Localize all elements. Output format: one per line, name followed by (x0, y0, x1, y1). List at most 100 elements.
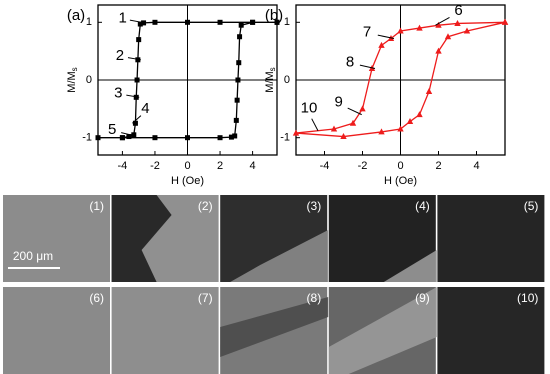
annotation-arrow (311, 118, 319, 132)
annotation-label: 4 (141, 100, 149, 117)
image-label: (3) (307, 199, 322, 213)
annotation-arrow (347, 107, 362, 116)
image-panel: (4) (328, 195, 437, 282)
annotation-label: 3 (114, 84, 122, 101)
image-label: (6) (89, 291, 104, 305)
panel-label: (a) (67, 7, 85, 24)
marker (235, 77, 241, 83)
image-background (111, 287, 219, 374)
marker (95, 135, 101, 141)
image-domain (383, 250, 437, 282)
marker (406, 118, 414, 125)
annotation-arrow (435, 17, 450, 26)
image-panel: (6) (3, 287, 110, 374)
image-panel: (7) (111, 287, 219, 374)
marker (237, 34, 243, 40)
annotation-label: 9 (335, 94, 343, 111)
marker (425, 88, 433, 95)
x-tick-label: 2 (435, 160, 441, 172)
x-tick-label: -2 (150, 160, 160, 172)
marker (135, 57, 141, 63)
image-domain (230, 195, 329, 282)
image-background (3, 287, 110, 374)
x-axis-label: H (Oe) (384, 175, 417, 187)
marker (463, 27, 471, 34)
y-axis-label: M/Ms (66, 67, 79, 92)
image-label: (2) (198, 199, 213, 213)
y-axis-label-main: M/M (264, 71, 276, 92)
annotation-arrow (126, 94, 140, 98)
marker (378, 128, 385, 135)
annotation-label: 2 (116, 47, 124, 64)
y-axis-label-sub: s (268, 67, 277, 71)
annotation-label: 10 (301, 100, 318, 117)
annotation-label: 1 (119, 9, 127, 26)
annotation-label: 7 (363, 23, 371, 40)
marker (137, 21, 143, 27)
marker (416, 111, 423, 118)
marker (454, 19, 461, 26)
marker (234, 97, 240, 103)
marker (119, 135, 125, 141)
marker (435, 21, 442, 28)
marker (133, 94, 139, 100)
y-tick-label: -1 (280, 132, 290, 144)
panel-label: (b) (265, 7, 283, 24)
marker (217, 19, 223, 25)
image-background (437, 195, 545, 282)
x-tick-label: 4 (250, 160, 256, 172)
marker (141, 20, 147, 26)
y-tick-label: -1 (82, 132, 92, 144)
marker (435, 47, 442, 54)
annotation-arrow (127, 57, 141, 61)
marker (250, 19, 256, 25)
marker (236, 60, 242, 66)
marker (232, 133, 238, 139)
image-label: (8) (307, 291, 322, 305)
marker (349, 119, 357, 126)
y-axis-label-sub: s (70, 67, 79, 71)
marker (359, 105, 366, 112)
marker (330, 125, 338, 132)
x-tick-label: -4 (118, 160, 128, 172)
image-label: (10) (517, 291, 538, 305)
x-tick-label: -4 (320, 160, 330, 172)
y-tick-label: 1 (86, 16, 92, 28)
marker (185, 19, 190, 25)
marker (340, 133, 347, 140)
image-panel: (2) (111, 195, 219, 282)
x-tick-label: 2 (217, 160, 223, 172)
marker (501, 18, 509, 25)
x-tick-label: 4 (473, 160, 479, 172)
marker (228, 134, 234, 140)
annotation-arrow (121, 132, 136, 137)
marker (134, 77, 140, 83)
y-axis-label-main: M/M (66, 71, 78, 92)
y-tick-label: 1 (284, 16, 290, 28)
image-domain (328, 287, 437, 374)
loop-line (295, 21, 506, 138)
image-label: (9) (415, 291, 430, 305)
image-domain (111, 195, 172, 282)
marker (292, 129, 300, 136)
x-tick-label: 0 (397, 160, 403, 172)
image-panel: (10) (437, 287, 545, 374)
x-tick-label: -2 (358, 160, 368, 172)
annotation-label: 8 (346, 53, 354, 70)
marker (131, 132, 137, 138)
marker (397, 27, 404, 34)
image-label: (4) (415, 199, 430, 213)
marker (132, 120, 138, 126)
marker (416, 24, 423, 31)
annotation-arrow (359, 64, 376, 69)
y-tick-label: 0 (86, 74, 92, 86)
marker (444, 33, 452, 40)
marker (185, 135, 190, 141)
marker (152, 135, 158, 141)
image-panel: (3) (220, 195, 329, 282)
marker (378, 41, 385, 48)
image-label: (7) (198, 291, 213, 305)
marker (274, 19, 280, 25)
marker (397, 125, 404, 132)
